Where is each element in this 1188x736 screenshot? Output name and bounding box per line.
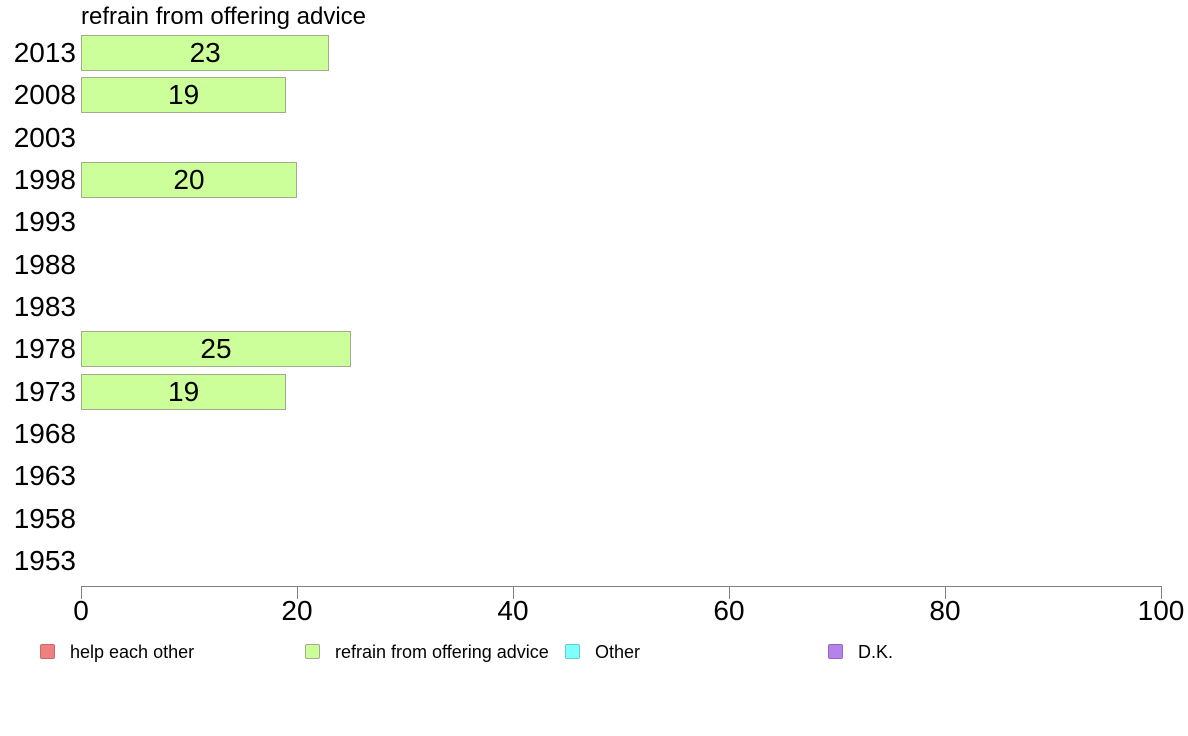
legend-label: D.K. — [858, 642, 894, 662]
bar-value-label: 25 — [200, 333, 232, 365]
y-axis-label: 1993 — [13, 206, 76, 238]
y-axis-label: 1998 — [13, 163, 76, 195]
y-axis-label: 1968 — [13, 417, 76, 449]
y-axis-label: 2008 — [13, 79, 76, 111]
x-axis-tick — [729, 586, 730, 599]
bar: 19 — [81, 77, 287, 114]
bar-value-label: 19 — [168, 375, 200, 407]
bar-value-label: 19 — [168, 79, 200, 111]
bar-value-label: 20 — [173, 163, 205, 195]
legend-swatch — [828, 644, 843, 659]
y-axis-label: 1963 — [13, 460, 76, 492]
legend-swatch — [565, 644, 580, 659]
x-axis-tick — [297, 586, 298, 599]
bar: 19 — [81, 373, 287, 410]
x-axis-tick — [945, 586, 946, 599]
bar: 23 — [81, 35, 330, 71]
y-axis-label: 1953 — [13, 544, 76, 576]
legend-label: Other — [595, 642, 641, 662]
legend-swatch — [305, 644, 320, 659]
x-axis-tick-label: 80 — [929, 595, 961, 626]
x-axis-tick — [1161, 586, 1162, 599]
bar-value-label: 23 — [189, 37, 221, 68]
x-axis-tick-label: 0 — [73, 595, 89, 626]
chart-title: refrain from offering advice — [81, 3, 367, 30]
legend-swatch — [40, 644, 55, 659]
x-axis-tick — [81, 586, 82, 599]
legend-label: help each other — [70, 642, 195, 662]
legend-label: refrain from offering advice — [335, 642, 549, 662]
y-axis-label: 2003 — [13, 121, 76, 153]
bar: 25 — [81, 331, 351, 368]
y-axis-label: 1958 — [13, 502, 76, 534]
x-axis-line — [81, 586, 1161, 587]
x-axis-tick-label: 40 — [497, 595, 529, 626]
x-axis-tick — [513, 586, 514, 599]
y-axis-label: 1973 — [13, 375, 76, 407]
x-axis-tick-label: 20 — [281, 595, 313, 626]
bar: 20 — [81, 161, 297, 198]
x-axis-tick-label: 100 — [1137, 595, 1185, 626]
y-axis-label: 1988 — [13, 248, 76, 280]
y-axis-label: 1983 — [13, 290, 76, 322]
y-axis-label: 1978 — [13, 333, 76, 365]
x-axis-tick-label: 60 — [713, 595, 745, 626]
y-axis-label: 2013 — [13, 37, 76, 68]
